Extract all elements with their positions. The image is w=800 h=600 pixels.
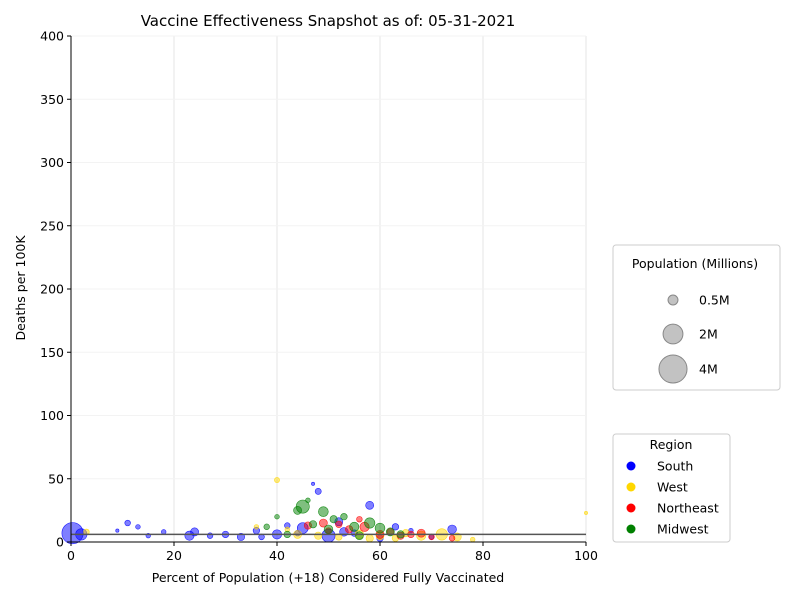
data-point-west	[335, 533, 343, 541]
x-tick-label: 0	[67, 548, 75, 563]
size-legend-frame	[612, 244, 781, 391]
data-point-west	[470, 536, 476, 543]
y-tick-label: 100	[40, 408, 64, 423]
region-legend-marker	[626, 503, 636, 513]
size-legend-label: 4M	[699, 362, 718, 377]
size-legend-label: 2M	[699, 327, 718, 342]
data-point-south	[135, 524, 141, 530]
y-tick-label: 400	[40, 29, 64, 44]
data-point-south	[391, 523, 400, 531]
x-tick-label: 100	[574, 548, 598, 563]
gridlines	[70, 35, 587, 543]
data-point-northeast	[356, 516, 363, 523]
data-point-west	[274, 477, 280, 483]
region-legend-marker	[626, 461, 636, 471]
data-point-northeast	[335, 520, 343, 528]
data-point-midwest	[318, 506, 329, 517]
region-legend-label: Northeast	[657, 501, 719, 516]
data-point-northeast	[319, 518, 328, 528]
size-legend-marker	[667, 294, 679, 306]
data-point-west	[253, 524, 260, 530]
region-legend-title: Region	[650, 437, 693, 452]
chart-title: Vaccine Effectiveness Snapshot as of: 05…	[141, 12, 516, 30]
size-legend-label: 0.5M	[699, 293, 730, 308]
data-point-northeast	[416, 528, 426, 538]
x-tick-label: 20	[166, 548, 182, 563]
region-legend-frame	[612, 433, 731, 543]
x-tick-label: 80	[475, 548, 491, 563]
data-point-west	[314, 531, 323, 540]
x-axis-label: Percent of Population (+18) Considered F…	[152, 570, 504, 585]
y-tick-label: 250	[40, 218, 64, 233]
region-legend-label: South	[657, 459, 693, 474]
y-tick-label: 50	[48, 471, 64, 486]
y-tick-label: 0	[56, 535, 64, 550]
x-tick-label: 60	[372, 548, 388, 563]
x-tick-label: 40	[269, 548, 285, 563]
y-axis-label: Deaths per 100K	[13, 235, 28, 341]
data-point-south	[447, 524, 457, 535]
region-legend-marker	[626, 524, 636, 534]
data-point-south	[161, 529, 167, 535]
data-point-south	[115, 528, 120, 533]
data-point-midwest	[374, 522, 386, 534]
data-point-midwest	[329, 515, 338, 524]
region-legend-marker	[626, 482, 636, 492]
y-tick-label: 350	[40, 92, 64, 107]
region-legend-label: Midwest	[657, 522, 709, 537]
data-point-south	[314, 488, 322, 495]
x-axis-ticks: 0 20 40 60 80 100	[67, 542, 598, 563]
data-point-south	[124, 519, 131, 527]
size-legend-marker	[662, 323, 684, 345]
y-tick-label: 200	[40, 282, 64, 297]
size-legend-marker	[658, 354, 688, 384]
size-legend-title: Population (Millions)	[632, 256, 758, 271]
data-point-midwest	[340, 513, 348, 521]
y-tick-label: 300	[40, 155, 64, 170]
data-point-midwest	[263, 523, 270, 530]
data-point-west	[584, 510, 588, 515]
data-point-west	[365, 534, 374, 543]
data-point-south	[365, 500, 375, 510]
data-point-south	[311, 481, 315, 486]
y-axis-ticks: 0 50 100 150 200 250 300 350 400	[40, 29, 71, 550]
size-legend: Population (Millions) 0.5M 2M 4M	[612, 244, 781, 391]
data-point-midwest	[309, 520, 318, 529]
data-point-northeast	[448, 535, 456, 542]
data-point-midwest	[274, 514, 280, 520]
data-point-midwest	[349, 521, 360, 532]
data-point-midwest	[295, 499, 310, 514]
data-point-midwest	[364, 517, 376, 529]
y-tick-label: 150	[40, 345, 64, 360]
region-legend-label: West	[657, 480, 688, 495]
data-point-midwest	[355, 531, 364, 541]
region-legend: Region South West Northeast Midwest	[612, 433, 731, 543]
data-point-midwest	[305, 497, 311, 503]
data-point-midwest	[323, 524, 334, 535]
